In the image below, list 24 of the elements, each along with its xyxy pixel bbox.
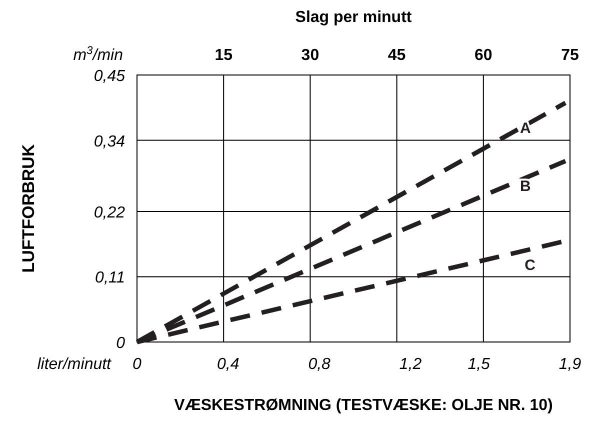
x-axis-title: VÆSKESTRØMNING (TESTVÆSKE: OLJE NR. 10) bbox=[174, 397, 553, 414]
x2-tick-label: 30 bbox=[301, 47, 320, 64]
series-label: C bbox=[524, 256, 536, 274]
series-label: B bbox=[520, 178, 532, 196]
y-tick-label: 0,22 bbox=[94, 204, 126, 222]
x2-tick-label: 15 bbox=[214, 47, 233, 64]
x-tick-label: 1,5 bbox=[468, 356, 490, 373]
y-tick-label: 0 bbox=[116, 335, 126, 352]
text: liter/minutt bbox=[37, 356, 112, 373]
x2-tick-label: 45 bbox=[388, 47, 406, 64]
y-axis-title: LUFTFORBRUK bbox=[19, 144, 38, 273]
series-label: A bbox=[520, 120, 532, 137]
y-tick-label: 0,45 bbox=[94, 68, 126, 85]
text: m$^{3}$/min bbox=[73, 45, 124, 64]
x-tick-label: 1,9 bbox=[558, 356, 582, 373]
x-tick-label: 0 bbox=[132, 356, 142, 373]
x-tick-label: 0,4 bbox=[217, 356, 240, 373]
x2-axis-title: Slag per minutt bbox=[295, 9, 412, 26]
y-tick-label: 0,11 bbox=[95, 270, 125, 287]
x2-tick-label: 75 bbox=[561, 47, 579, 64]
x2-tick-label: 60 bbox=[474, 47, 492, 64]
x-tick-label: 0,8 bbox=[308, 356, 331, 373]
y-tick-label: 0,34 bbox=[94, 133, 126, 150]
x-tick-label: 1,2 bbox=[399, 356, 422, 373]
